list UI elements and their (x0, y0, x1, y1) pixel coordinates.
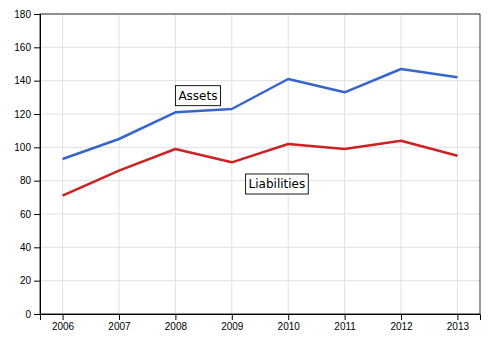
x-tick: 2012 (390, 314, 413, 332)
x-tick-label: 2013 (447, 321, 470, 332)
x-tick-mark (288, 314, 289, 320)
y-tick-mark (34, 281, 40, 282)
y-tick-mark (34, 181, 40, 182)
y-tick-mark (34, 314, 40, 315)
series-line (63, 141, 458, 196)
y-tick: 80 (20, 175, 40, 186)
y-tick-label: 80 (20, 175, 32, 186)
y-tick-mark (34, 147, 40, 148)
y-tick-mark (34, 81, 40, 82)
y-tick: 60 (20, 209, 40, 220)
grid-line (40, 214, 480, 215)
y-tick-label: 180 (14, 9, 31, 20)
x-tick-mark (401, 314, 402, 320)
y-tick-label: 160 (14, 42, 31, 53)
x-axis-line (41, 315, 481, 321)
x-tick: 2008 (165, 314, 188, 332)
y-tick-mark (34, 214, 40, 215)
annotation-box (246, 174, 309, 194)
x-tick-mark (232, 314, 233, 320)
chart: 2006 2007 2008 2009 2010 2011 2012 2013 0 20 40 60 8… (0, 0, 496, 342)
x-tick: 2010 (278, 314, 301, 332)
annotation-text: Assets (178, 89, 217, 103)
y-tick: 120 (14, 109, 40, 120)
grid-line (288, 14, 289, 314)
grid-line (401, 14, 402, 314)
x-tick-label: 2006 (52, 321, 75, 332)
annotation-text: Liabilities (249, 177, 306, 191)
annotation: Assets (175, 86, 220, 106)
y-tick: 0 (25, 309, 40, 320)
x-tick-label: 2012 (390, 321, 413, 332)
x-tick-label: 2011 (334, 321, 356, 332)
x-tick-label: 2008 (165, 321, 188, 332)
grid-line (40, 80, 480, 81)
grid-line (175, 14, 176, 314)
x-tick-mark (175, 314, 176, 320)
grid-line (40, 280, 480, 281)
grid-line (40, 147, 480, 148)
y-axis: 0 20 40 60 80 100 120 140 160 180 (14, 9, 40, 320)
y-tick-mark (34, 14, 40, 15)
x-tick: 2009 (221, 314, 244, 332)
y-tick-label: 20 (20, 275, 32, 286)
y-axis-line (34, 15, 41, 315)
grid-line (62, 14, 63, 314)
annotation: Liabilities (246, 174, 309, 194)
y-tick-label: 140 (14, 75, 31, 86)
y-tick-label: 60 (20, 209, 32, 220)
x-tick: 2006 (52, 314, 75, 332)
chart-container: 2006 2007 2008 2009 2010 2011 2012 2013 0 20 40 60 8… (0, 0, 496, 342)
y-tick: 20 (20, 275, 40, 286)
plot-frame (40, 14, 480, 314)
x-tick-mark (457, 314, 458, 320)
y-tick-label: 100 (14, 142, 31, 153)
grid-line (40, 247, 480, 248)
y-tick: 40 (20, 242, 40, 253)
x-tick-mark (63, 314, 64, 320)
y-tick-mark (34, 47, 40, 48)
x-tick: 2011 (334, 314, 356, 332)
y-tick-label: 120 (14, 109, 31, 120)
x-tick: 2007 (108, 314, 131, 332)
x-tick-label: 2010 (278, 321, 301, 332)
x-tick-mark (345, 314, 346, 320)
x-tick: 2013 (447, 314, 470, 332)
y-tick: 100 (14, 142, 40, 153)
grid-line (40, 47, 480, 48)
annotation-box (175, 86, 220, 106)
plot: 2006 2007 2008 2009 2010 2011 2012 2013 0 20 40 60 8… (14, 9, 480, 332)
grid-line (118, 14, 119, 314)
y-tick: 140 (14, 75, 40, 86)
grid-line (231, 14, 232, 314)
y-tick-mark (34, 114, 40, 115)
y-tick: 180 (14, 9, 40, 20)
y-tick-label: 0 (25, 309, 31, 320)
x-tick-label: 2007 (108, 321, 131, 332)
series-group (63, 69, 458, 196)
x-axis: 2006 2007 2008 2009 2010 2011 2012 2013 (41, 314, 481, 332)
x-tick-label: 2009 (221, 321, 244, 332)
x-tick-mark (119, 314, 120, 320)
grid-line (457, 14, 458, 314)
annotations: Assets Liabilities (175, 86, 308, 194)
y-tick-label: 40 (20, 242, 32, 253)
grid-line (344, 14, 345, 314)
y-tick-mark (34, 247, 40, 248)
y-tick: 160 (14, 42, 40, 53)
series-line (63, 69, 458, 159)
grid (40, 14, 480, 314)
grid-line (40, 114, 480, 115)
